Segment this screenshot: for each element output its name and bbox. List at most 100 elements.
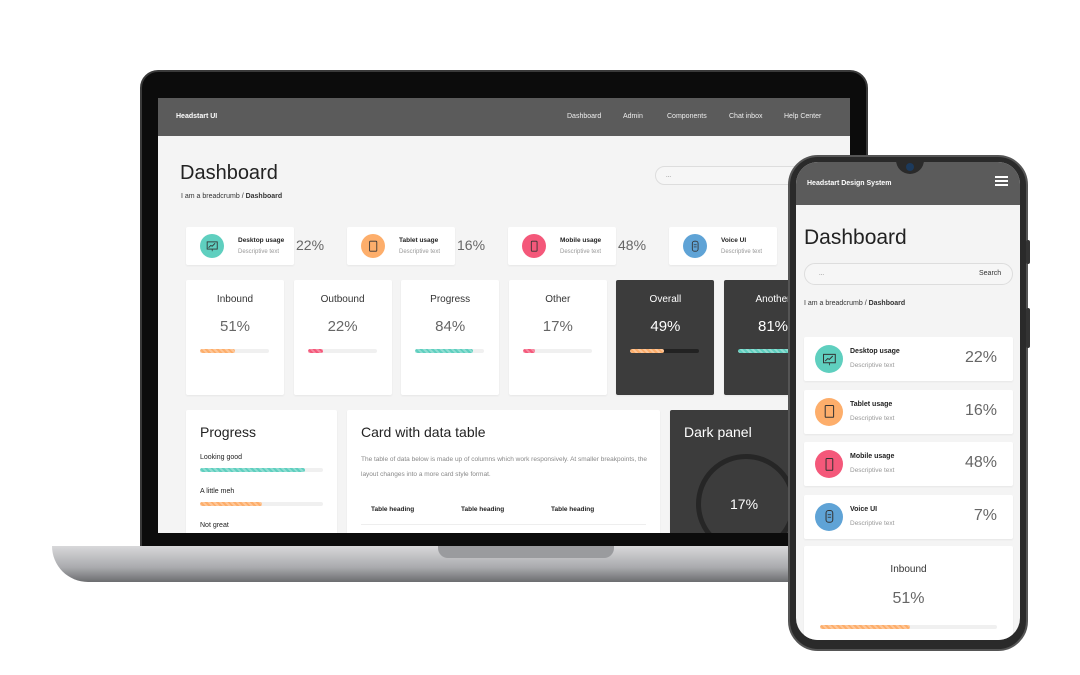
phone-button <box>1026 240 1030 264</box>
hamburger-icon[interactable] <box>995 176 1008 186</box>
mobile-breadcrumb: I am a breadcrumb / Dashboard <box>804 300 905 307</box>
breadcrumb-link[interactable]: I am a breadcrumb / <box>804 300 869 307</box>
metric-card-overall: Overall 49% <box>616 280 715 395</box>
stat-card: Voice UI Descriptive text <box>669 227 777 265</box>
brand[interactable]: Headstart UI <box>176 113 218 120</box>
stat-value: 16% <box>457 237 486 253</box>
stat-title: Mobile usage <box>850 453 895 460</box>
mobile-search-button[interactable]: Search <box>979 270 1002 277</box>
desktop-chart-icon <box>815 345 843 373</box>
stat-title: Tablet usage <box>399 237 439 244</box>
breadcrumb-current: Dashboard <box>245 193 283 200</box>
stat-title: Desktop usage <box>238 237 285 244</box>
stat-desc: Descriptive text <box>560 249 602 255</box>
table-card-title: Card with data table <box>361 424 486 440</box>
metric-progress-bar <box>307 349 377 353</box>
metric-progress-bar <box>820 625 997 629</box>
circular-gauge <box>696 454 796 533</box>
stat-desc: Descriptive text <box>238 249 280 255</box>
metric-card-outbound: Outbound 22% <box>293 280 392 395</box>
table-heading[interactable]: Table heading <box>551 506 595 513</box>
metric-value: 22% <box>327 318 358 335</box>
metric-label: Inbound <box>890 564 927 575</box>
nav-chat-inbox[interactable]: Chat inbox <box>729 113 763 120</box>
mobile-brand[interactable]: Headstart Design System <box>807 180 892 187</box>
gauge-value: 17% <box>730 496 759 512</box>
mobile-icon <box>522 234 546 258</box>
phone-notch <box>896 160 924 174</box>
progress-fill <box>200 502 262 506</box>
camera-icon <box>906 163 914 171</box>
metric-progress-bar <box>738 349 807 353</box>
voice-device-icon <box>815 502 843 531</box>
nav-admin[interactable]: Admin <box>623 113 643 120</box>
progress-bar <box>200 468 323 472</box>
voice-device-icon <box>683 234 707 258</box>
metric-card-inbound: Inbound 51% <box>186 280 284 395</box>
nav-dashboard[interactable]: Dashboard <box>567 113 602 120</box>
metric-label: Outbound <box>320 294 365 305</box>
breadcrumb-link[interactable]: I am a breadcrumb / <box>181 193 246 200</box>
metric-progress-bar <box>415 349 485 353</box>
table-divider <box>361 524 646 525</box>
metric-value: 51% <box>219 318 251 335</box>
breadcrumb-current: Dashboard <box>868 300 906 307</box>
phone-button <box>1026 308 1030 348</box>
stat-value: 7% <box>973 506 997 524</box>
stat-desc: Descriptive text <box>850 519 895 527</box>
nav-components[interactable]: Components <box>667 113 707 120</box>
progress-label: A little meh <box>200 488 235 495</box>
stat-card: Desktop usage Descriptive text 22% <box>186 227 324 265</box>
progress-card-title: Progress <box>200 424 257 440</box>
progress-card: Progress Looking good A little meh Not g… <box>186 410 337 533</box>
mobile-metric-card: Inbound 51% <box>804 546 1013 640</box>
stat-desc: Descriptive text <box>850 467 895 474</box>
progress-fill <box>200 349 236 353</box>
metric-card-other: Other 17% <box>508 280 607 395</box>
progress-bar <box>200 502 323 506</box>
stat-desc: Descriptive text <box>721 249 763 255</box>
progress-label: Not great <box>200 522 229 529</box>
table-heading[interactable]: Table heading <box>371 506 415 513</box>
mobile-stat-card: Tablet usage Descriptive text 16% <box>804 389 1013 434</box>
metric-value: 17% <box>542 318 573 335</box>
mobile-search-input[interactable]: ... <box>804 263 1013 285</box>
dark-panel-title: Dark panel <box>684 424 752 440</box>
progress-fill <box>522 349 535 353</box>
mobile-page-title: Dashboard <box>804 226 907 249</box>
metric-label: Other <box>545 294 571 305</box>
nav-help-center[interactable]: Help Center <box>784 113 822 120</box>
stat-title: Mobile usage <box>560 237 602 244</box>
laptop-notch <box>438 546 614 558</box>
progress-fill <box>820 625 911 629</box>
metric-value: 81% <box>757 318 789 335</box>
stat-title: Tablet usage <box>850 400 893 408</box>
stat-value: 22% <box>964 349 997 366</box>
progress-fill <box>415 349 474 353</box>
stat-title: Voice UI <box>721 237 747 244</box>
mobile-icon <box>815 450 843 478</box>
progress-label: Looking good <box>200 454 243 461</box>
mobile-stat-card: Voice UI Descriptive text 7% <box>804 494 1013 539</box>
top-nav: Headstart UI Dashboard Admin Components … <box>158 98 850 136</box>
stat-value: 22% <box>296 237 325 253</box>
progress-fill <box>738 349 794 353</box>
mobile-stat-card: Desktop usage Descriptive text 22% <box>804 337 1013 381</box>
stat-value: 48% <box>964 454 997 471</box>
stat-value: 16% <box>964 401 997 419</box>
tablet-icon <box>815 397 843 426</box>
metric-progress-bar <box>630 349 700 353</box>
metric-label: Another <box>755 294 791 305</box>
table-heading[interactable]: Table heading <box>461 506 505 513</box>
stat-title: Desktop usage <box>850 348 900 355</box>
stat-desc: Descriptive text <box>850 362 895 369</box>
stat-desc: Descriptive text <box>399 249 441 255</box>
stat-card: Mobile usage Descriptive text 48% <box>508 227 646 265</box>
progress-fill <box>307 349 323 353</box>
metric-label: Inbound <box>216 294 254 305</box>
metric-value: 51% <box>892 590 925 607</box>
stat-value: 48% <box>618 237 647 253</box>
breadcrumb: I am a breadcrumb / Dashboard <box>181 193 282 200</box>
page-title: Dashboard <box>180 162 278 184</box>
desktop-chart-icon <box>200 234 224 258</box>
